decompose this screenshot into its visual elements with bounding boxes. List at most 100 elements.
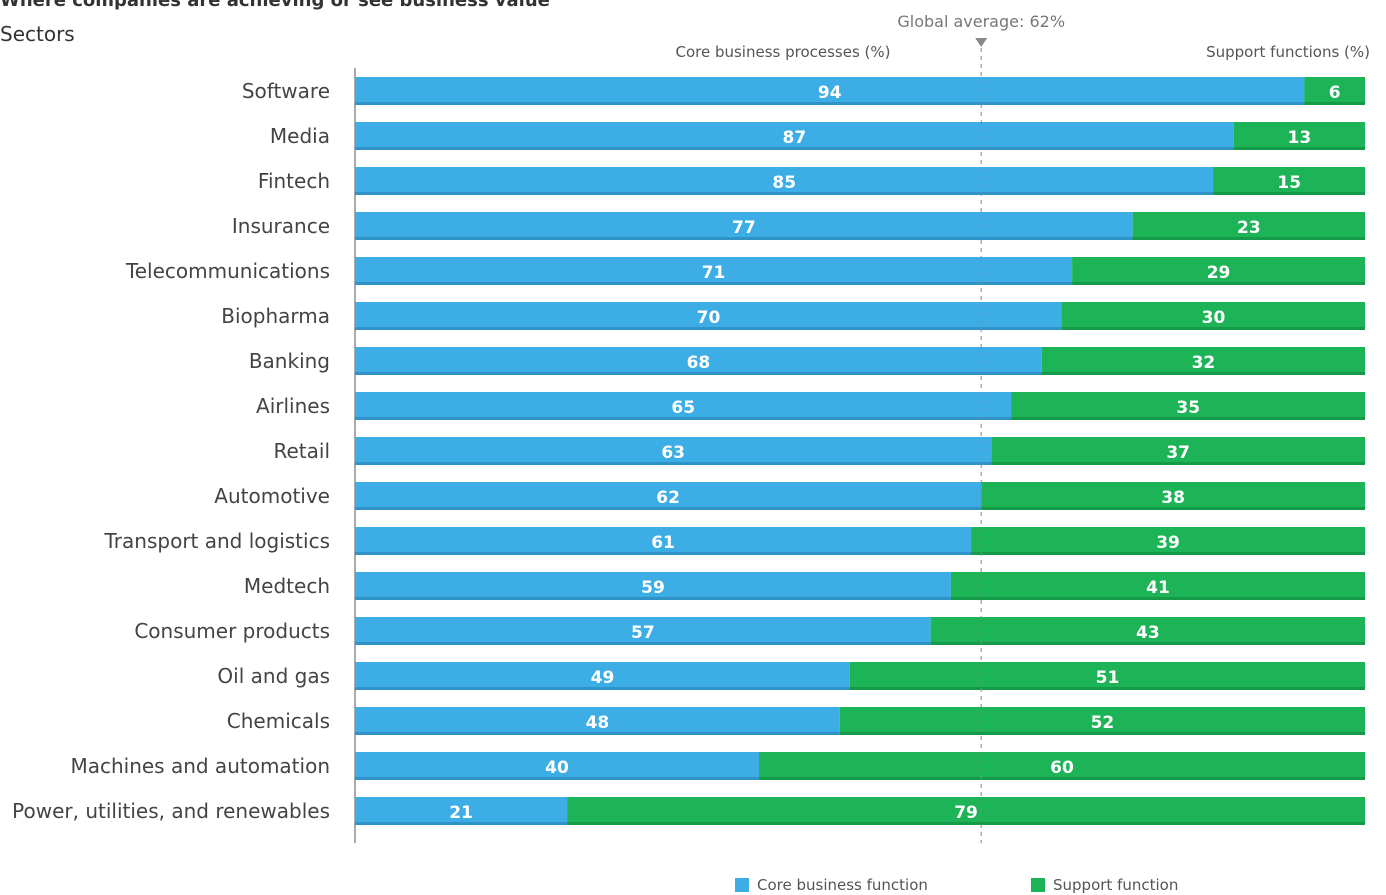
category-label-fintech: Fintech [258, 169, 330, 193]
bar-core-fintech [355, 167, 1214, 195]
bar-support-telecommunications [1072, 257, 1365, 285]
data-label-core-biopharma: 70 [697, 308, 721, 328]
bar-core-shadow-media [355, 147, 1234, 150]
bar-support-shadow-telecommunications [1072, 282, 1365, 285]
bar-core-shadow-transport-and-logistics [355, 552, 972, 555]
bar-support-shadow-media [1233, 147, 1365, 150]
data-label-core-automotive: 62 [656, 488, 680, 508]
data-label-core-power-utilities-and-renewables: 21 [449, 803, 473, 823]
bar-support-insurance [1132, 212, 1365, 240]
data-label-support-machines-and-automation: 60 [1050, 758, 1074, 778]
bar-core-software [355, 77, 1305, 105]
bar-core-airlines [355, 392, 1012, 420]
data-label-support-airlines: 35 [1176, 398, 1200, 418]
data-label-support-retail: 37 [1166, 443, 1190, 463]
data-label-core-airlines: 65 [671, 398, 695, 418]
data-label-core-software: 94 [818, 83, 842, 103]
data-label-support-banking: 32 [1192, 353, 1216, 373]
bar-core-shadow-biopharma [355, 327, 1062, 330]
legend-item-support: Support function [1031, 876, 1178, 894]
data-label-support-software: 6 [1329, 83, 1341, 103]
bar-core-shadow-machines-and-automation [355, 777, 759, 780]
column-header-left: Core business processes (%) [675, 43, 890, 61]
bar-support-shadow-automotive [981, 507, 1365, 510]
data-label-support-transport-and-logistics: 39 [1156, 533, 1180, 553]
bar-core-medtech [355, 572, 951, 600]
chart-subtitle: Sectors [0, 22, 75, 46]
legend-swatch-core [735, 878, 749, 892]
bar-support-machines-and-automation [759, 752, 1365, 780]
bar-core-shadow-insurance [355, 237, 1133, 240]
bar-support-power-utilities-and-renewables [567, 797, 1365, 825]
data-label-core-oil-and-gas: 49 [591, 668, 615, 688]
data-label-support-insurance: 23 [1237, 218, 1261, 238]
data-label-support-chemicals: 52 [1091, 713, 1115, 733]
reference-line-label: Global average: 62% [897, 12, 1065, 31]
data-label-core-insurance: 77 [732, 218, 756, 238]
data-label-core-transport-and-logistics: 61 [651, 533, 675, 553]
bar-support-shadow-machines-and-automation [759, 777, 1365, 780]
data-label-core-consumer-products: 57 [631, 623, 655, 643]
bar-support-software [1304, 77, 1365, 105]
reference-marker-icon [975, 38, 988, 47]
category-label-power-utilities-and-renewables: Power, utilities, and renewables [12, 799, 330, 823]
category-label-medtech: Medtech [244, 574, 330, 598]
legend-item-core: Core business function [735, 876, 928, 894]
bar-support-media [1233, 122, 1365, 150]
bar-support-fintech [1213, 167, 1365, 195]
data-label-core-media: 87 [783, 128, 807, 148]
bar-core-transport-and-logistics [355, 527, 972, 555]
category-label-transport-and-logistics: Transport and logistics [104, 529, 330, 553]
bar-core-shadow-consumer-products [355, 642, 931, 645]
category-label-consumer-products: Consumer products [134, 619, 330, 643]
category-label-biopharma: Biopharma [221, 304, 330, 328]
data-label-support-automotive: 38 [1161, 488, 1185, 508]
bar-core-banking [355, 347, 1042, 375]
data-label-core-fintech: 85 [772, 173, 796, 193]
bar-core-shadow-power-utilities-and-renewables [355, 822, 568, 825]
legend-swatch-support [1031, 878, 1045, 892]
data-label-support-media: 13 [1288, 128, 1312, 148]
bar-support-banking [1041, 347, 1365, 375]
category-label-media: Media [270, 124, 330, 148]
category-label-chemicals: Chemicals [227, 709, 330, 733]
bar-support-shadow-software [1304, 102, 1365, 105]
bar-core-power-utilities-and-renewables [355, 797, 568, 825]
bar-core-shadow-fintech [355, 192, 1214, 195]
bar-support-shadow-transport-and-logistics [971, 552, 1365, 555]
category-label-automotive: Automotive [214, 484, 330, 508]
bar-core-shadow-chemicals [355, 732, 840, 735]
bar-support-shadow-medtech [950, 597, 1365, 600]
bar-core-shadow-telecommunications [355, 282, 1073, 285]
category-label-machines-and-automation: Machines and automation [70, 754, 330, 778]
bar-support-shadow-fintech [1213, 192, 1365, 195]
bar-support-shadow-chemicals [839, 732, 1365, 735]
bar-core-oil-and-gas [355, 662, 850, 690]
bar-support-shadow-banking [1041, 372, 1365, 375]
bar-core-retail [355, 437, 992, 465]
bar-support-medtech [950, 572, 1365, 600]
data-label-core-chemicals: 48 [586, 713, 610, 733]
bar-core-shadow-airlines [355, 417, 1012, 420]
category-label-telecommunications: Telecommunications [125, 259, 330, 283]
bar-core-chemicals [355, 707, 840, 735]
bar-support-shadow-power-utilities-and-renewables [567, 822, 1365, 825]
bar-support-shadow-oil-and-gas [849, 687, 1365, 690]
bar-support-chemicals [839, 707, 1365, 735]
bar-support-oil-and-gas [849, 662, 1365, 690]
bar-core-shadow-oil-and-gas [355, 687, 850, 690]
data-label-core-banking: 68 [687, 353, 711, 373]
bar-core-telecommunications [355, 257, 1073, 285]
bar-support-airlines [1011, 392, 1365, 420]
bar-support-shadow-consumer-products [930, 642, 1365, 645]
data-label-support-medtech: 41 [1146, 578, 1170, 598]
bar-support-retail [991, 437, 1365, 465]
bar-support-transport-and-logistics [971, 527, 1365, 555]
bar-core-shadow-retail [355, 462, 992, 465]
bar-core-shadow-medtech [355, 597, 951, 600]
data-label-core-retail: 63 [661, 443, 685, 463]
bar-core-consumer-products [355, 617, 931, 645]
bar-core-insurance [355, 212, 1133, 240]
bar-core-shadow-automotive [355, 507, 982, 510]
category-label-airlines: Airlines [256, 394, 330, 418]
